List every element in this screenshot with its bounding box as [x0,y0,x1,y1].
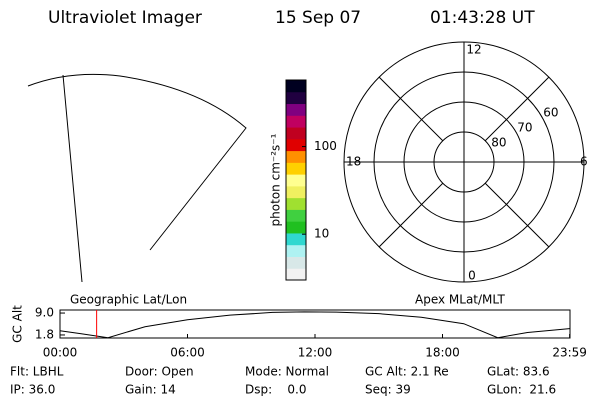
y-axis-label: GC Alt [11,305,25,343]
status-field: Dsp: 0.0 [245,383,307,397]
status-field: Door: Open [125,365,194,379]
status-field: Flt: LBHL [10,365,64,379]
meridians [344,42,584,282]
mlt-label: 6 [580,155,588,169]
color-swatch [286,103,306,116]
color-swatch [286,185,306,199]
status-field: Gain: 14 [125,383,176,397]
color-swatch [286,232,306,246]
image-outline [27,73,247,283]
color-swatch [286,256,306,269]
color-swatch [286,221,306,234]
colorbar-tick-label: 10 [314,227,329,241]
status-field: IP: 36.0 [10,383,55,397]
colorbar-label: photon cm⁻²s⁻¹ [269,133,283,226]
footer: Flt: LBHL Door: Open Mode: Normal GC Alt: 2… [10,365,556,397]
color-swatch [286,209,306,222]
colorbar: 10 100 [285,79,337,281]
right-label: Apex MLat/MLT [415,293,505,307]
date: 15 Sep 07 [275,8,361,28]
x-tick-label: 06:00 [170,346,205,360]
y-tick-label: 9.0 [35,306,54,320]
color-swatch [286,197,306,210]
x-tick-label: 00:00 [43,346,78,360]
ring-label: 60 [543,106,558,120]
mlt-label: 18 [346,155,361,169]
color-swatch [286,162,306,175]
x-tick-label: 18:00 [425,346,460,360]
y-tick-label: 1.8 [35,327,54,341]
color-swatch [286,268,306,281]
color-swatch [286,115,306,128]
status-field: Mode: Normal [245,365,329,379]
colorbar-frame [285,79,307,281]
ring-label: 70 [517,121,532,135]
status-field: GC Alt: 2.1 Re [365,365,449,379]
status-field: GLon: 21.6 [487,383,556,397]
color-swatch [286,80,306,93]
status-field: GLat: 83.6 [487,365,550,379]
title: Ultraviolet Imager [48,8,202,28]
x-tick-label: 12:00 [298,346,333,360]
ring-label: 80 [491,136,506,150]
color-swatch [286,127,306,140]
status-field: Seq: 39 [365,383,411,397]
left-label: Geographic Lat/Lon [70,293,187,307]
color-swatch [286,138,306,152]
color-swatch [286,150,306,163]
time: 01:43:28 UT [430,8,535,28]
color-swatch [286,91,306,105]
colorbar-tick-label: 100 [314,139,337,153]
altitude-line [59,311,570,339]
x-tick-label: 23:59 [552,346,587,360]
color-swatch [286,174,306,187]
mlt-label: 0 [468,269,476,283]
color-swatch [286,244,306,257]
mlt-label: 12 [466,43,481,57]
altitude-plot: 1.8 9.0 00:00 06:00 12:00 18:00 23:59 [35,306,587,360]
